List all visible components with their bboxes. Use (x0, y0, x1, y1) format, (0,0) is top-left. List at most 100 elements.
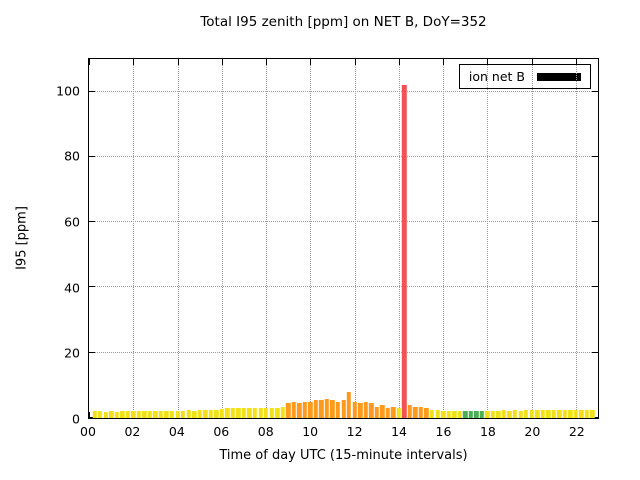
x-tick-label: 00 (80, 424, 96, 439)
bar (241, 408, 247, 418)
bar (363, 401, 368, 418)
bar (92, 411, 97, 418)
x-tick-label: 14 (391, 424, 407, 439)
y-tick-mark (89, 155, 95, 157)
bar (496, 410, 501, 418)
bar (125, 411, 130, 418)
y-tick-label: 0 (72, 411, 80, 427)
gridline-vertical (310, 59, 312, 418)
bar (175, 411, 180, 418)
bar (485, 410, 490, 418)
y-tick-label: 20 (64, 345, 80, 361)
x-tick-mark (575, 59, 577, 65)
bar (402, 85, 407, 418)
bar (319, 400, 324, 418)
bar (429, 409, 435, 418)
bar (164, 411, 169, 418)
y-tick-mark (89, 90, 95, 92)
bar (274, 408, 280, 418)
bar (147, 411, 153, 418)
bar (540, 410, 545, 418)
x-tick-mark (221, 59, 223, 65)
x-tick-mark (177, 59, 179, 65)
bar (335, 401, 341, 418)
y-tick-mark (89, 221, 95, 223)
bar (324, 399, 330, 418)
x-axis-label: Time of day UTC (15-minute intervals) (219, 448, 468, 463)
x-tick-mark (443, 59, 445, 65)
bar (590, 409, 595, 418)
bar (391, 406, 396, 418)
y-tick-mark (592, 155, 598, 157)
bar (507, 410, 512, 418)
bar (518, 410, 523, 418)
y-tick-mark (89, 351, 95, 353)
bar (413, 406, 418, 418)
bar (247, 407, 252, 418)
x-tick-label: 16 (435, 424, 452, 439)
bar (545, 409, 551, 418)
bar (169, 411, 175, 418)
bar (208, 409, 213, 418)
y-tick-mark (89, 286, 95, 288)
x-tick-label: 12 (346, 424, 363, 439)
bar (142, 410, 147, 418)
gridline-vertical (221, 59, 223, 418)
y-tick-mark (592, 417, 598, 418)
y-tick-label: 80 (64, 148, 80, 164)
gridline-horizontal (89, 155, 598, 157)
bar (308, 401, 313, 418)
x-tick-label: 08 (257, 424, 274, 439)
bar (197, 410, 202, 418)
x-tick-labels: 00 02 04 06 08 10 12 14 16 18 20 22 (80, 424, 599, 440)
bar (573, 410, 579, 418)
y-tick-label: 40 (64, 280, 80, 296)
gridline-horizontal (89, 351, 598, 353)
bar (230, 408, 236, 418)
x-tick-label: 10 (302, 424, 319, 439)
bar (551, 410, 556, 418)
bar (263, 408, 269, 418)
x-tick-mark (133, 59, 135, 65)
bar (214, 409, 219, 418)
y-tick-mark (592, 90, 598, 92)
y-tick-mark (592, 351, 598, 353)
x-tick-mark (354, 59, 356, 65)
bar (258, 408, 263, 418)
bar (418, 406, 424, 418)
bar (114, 412, 119, 418)
bar (330, 400, 335, 418)
bar (158, 410, 164, 418)
bar (512, 410, 518, 418)
bar (131, 410, 136, 418)
y-tick-mark (592, 221, 598, 223)
bar (357, 403, 363, 418)
x-tick-label: 02 (124, 424, 141, 439)
y-tick-mark (592, 286, 598, 288)
bar (346, 391, 352, 418)
bar (136, 411, 141, 418)
bar (424, 408, 429, 418)
x-tick-mark (487, 59, 489, 65)
bar (468, 411, 473, 418)
bar (529, 410, 534, 418)
y-tick-label: 60 (64, 214, 80, 230)
bar (474, 411, 479, 418)
x-tick-label: 20 (524, 424, 541, 439)
bar (562, 410, 568, 418)
gridline-horizontal (89, 221, 598, 223)
bar (352, 401, 357, 418)
bar (191, 410, 197, 418)
bar (186, 410, 191, 418)
bar (313, 400, 319, 418)
bar (557, 409, 562, 418)
gridline-horizontal (89, 90, 598, 92)
legend-swatch (537, 72, 581, 81)
bar (269, 407, 274, 418)
gridline-vertical (177, 59, 179, 418)
gridline-vertical (398, 59, 400, 418)
chart-title: Total I95 zenith [ppm] on NET B, DoY=352 (200, 14, 487, 30)
gridline-vertical (487, 59, 489, 418)
bar (501, 410, 507, 418)
bar (523, 410, 529, 418)
